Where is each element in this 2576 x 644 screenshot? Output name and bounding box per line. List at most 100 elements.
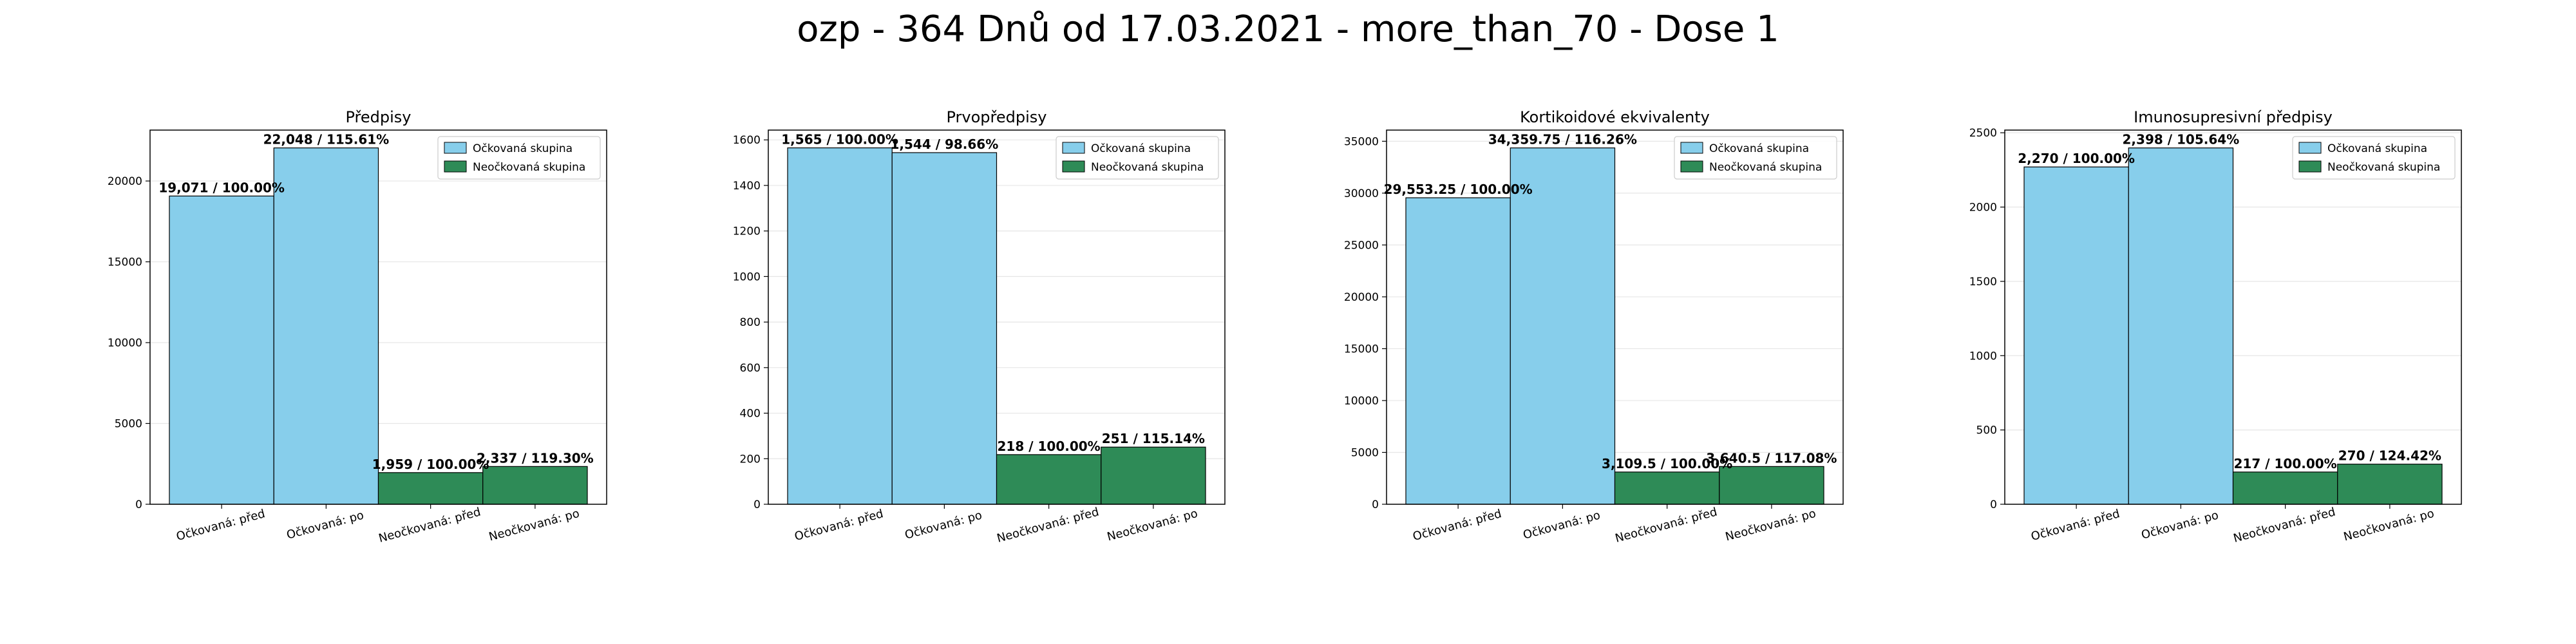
legend-box: [2292, 136, 2456, 180]
y-tick-label: 30000: [1344, 187, 1379, 200]
legend-label-unvaccinated: Neočkovaná skupina: [1091, 161, 1204, 174]
y-tick-label: 20000: [108, 175, 142, 188]
legend-label-unvaccinated: Neočkovaná skupina: [2327, 161, 2440, 174]
y-tick-label: 2000: [1969, 202, 1997, 214]
x-tick-label: Neočkovaná: před: [996, 505, 1101, 545]
x-tick-label: Očkovaná: před: [1412, 507, 1503, 544]
legend-box: [437, 136, 601, 180]
x-tick-label: Neočkovaná: před: [2232, 505, 2337, 545]
bar: [2023, 166, 2129, 505]
data-label: 2,398 / 105.64%: [2123, 132, 2240, 147]
y-tick-label: 0: [135, 498, 142, 511]
bar: [1405, 197, 1511, 505]
chart-panel-kortikoidove-ekvivalenty: Kortikoidové ekvivalenty 29,553.25 / 100.…: [1344, 108, 1844, 545]
x-tick-label: Neočkovaná: po: [1106, 507, 1199, 544]
legend-box: [1674, 136, 1837, 180]
chart-title: Předpisy: [346, 108, 412, 126]
y-tick-label: 35000: [1344, 135, 1379, 148]
chart-title: Prvopředpisy: [947, 108, 1047, 126]
chart-title: Kortikoidové ekvivalenty: [1520, 108, 1710, 126]
y-tick-label: 1000: [733, 270, 761, 283]
y-tick-label: 10000: [1344, 395, 1379, 408]
x-tick-label: Očkovaná: před: [793, 507, 885, 544]
axes-frame: [1386, 129, 1844, 505]
axes-frame: [2004, 129, 2462, 505]
y-tick-label: 20000: [1344, 291, 1379, 304]
y-tick-label: 200: [740, 453, 761, 466]
x-tick-label: Neočkovaná: po: [1724, 507, 1817, 544]
legend-label-vaccinated: Očkovaná skupina: [473, 142, 573, 155]
legend-label-vaccinated: Očkovaná skupina: [2327, 142, 2427, 155]
legend-label-unvaccinated: Neočkovaná skupina: [1709, 161, 1822, 174]
chart-panel-prvopredpisy: Prvopředpisy 1,565 / 100.00%1,544 / 98.66…: [733, 108, 1226, 545]
bar: [2232, 471, 2338, 505]
legend-swatch-vaccinated: [2298, 142, 2322, 154]
y-tick-label: 500: [1976, 424, 1997, 437]
legend-swatch-vaccinated: [1680, 142, 1703, 154]
data-label: 1,959 / 100.00%: [372, 457, 489, 472]
axes-frame: [768, 129, 1226, 505]
data-label: 1,544 / 98.66%: [890, 137, 998, 152]
y-tick-label: 2500: [1969, 127, 1997, 140]
bar: [891, 152, 998, 505]
bar: [1101, 446, 1206, 505]
bar: [1510, 147, 1616, 505]
legend-swatch-unvaccinated: [2298, 160, 2322, 173]
y-tick-label: 5000: [115, 418, 142, 431]
x-tick-label: Neočkovaná: před: [377, 505, 482, 545]
bar: [2337, 464, 2443, 505]
data-label: 2,270 / 100.00%: [2018, 151, 2135, 166]
y-tick-label: 1500: [1969, 276, 1997, 289]
data-label: 2,337 / 119.30%: [477, 450, 594, 466]
legend-label-vaccinated: Očkovaná skupina: [1709, 142, 1809, 155]
y-tick-label: 800: [740, 316, 761, 329]
x-tick-label: Očkovaná: po: [1522, 509, 1602, 542]
y-tick-label: 0: [1372, 498, 1379, 511]
legend-swatch-unvaccinated: [444, 160, 467, 173]
bar: [169, 195, 274, 505]
y-tick-label: 1000: [1969, 350, 1997, 363]
legend-swatch-unvaccinated: [1062, 160, 1085, 173]
y-tick-label: 15000: [1344, 343, 1379, 355]
data-label: 251 / 115.14%: [1102, 431, 1205, 446]
x-tick-label: Očkovaná: před: [175, 507, 267, 544]
bar: [273, 147, 379, 505]
bar: [1614, 471, 1720, 505]
y-tick-label: 1200: [733, 225, 761, 238]
y-tick-label: 10000: [108, 337, 142, 350]
bar: [2128, 147, 2234, 505]
legend-box: [1056, 136, 1219, 180]
data-label: 3,640.5 / 117.08%: [1706, 450, 1837, 466]
chart-title: Imunosupresivní předpisy: [2134, 108, 2333, 126]
x-tick-label: Očkovaná: po: [2140, 509, 2220, 542]
x-tick-label: Neočkovaná: po: [2342, 507, 2436, 544]
legend-swatch-vaccinated: [444, 142, 467, 154]
y-tick-label: 1400: [733, 180, 761, 193]
data-label: 34,359.75 / 116.26%: [1488, 132, 1637, 147]
bar: [996, 454, 1102, 505]
legend-swatch-unvaccinated: [1680, 160, 1703, 173]
x-tick-label: Očkovaná: před: [2030, 507, 2121, 544]
legend-label-unvaccinated: Neočkovaná skupina: [473, 161, 585, 174]
x-tick-label: Očkovaná: po: [904, 509, 983, 542]
bar: [787, 147, 893, 505]
y-tick-label: 15000: [108, 256, 142, 269]
y-tick-label: 1600: [733, 134, 761, 147]
legend-label-vaccinated: Očkovaná skupina: [1091, 142, 1191, 155]
y-tick-label: 0: [753, 498, 761, 511]
y-tick-label: 25000: [1344, 239, 1379, 252]
data-label: 3,109.5 / 100.00%: [1602, 456, 1732, 471]
legend-swatch-vaccinated: [1062, 142, 1085, 154]
y-tick-label: 400: [740, 408, 761, 421]
chart-panel-imunosupresivni-predpisy: Imunosupresivní předpisy 2,270 / 100.00% 2…: [1969, 108, 2462, 545]
figure-title: ozp - 364 Dnů od 17.03.2021 - more_than_…: [797, 8, 1779, 50]
chart-panel-predpisy: Předpisy 19,071 / 100.00% 22,048 / 115.61%…: [108, 108, 607, 545]
data-label: 270 / 124.42%: [2338, 448, 2441, 464]
y-tick-label: 0: [1990, 498, 1997, 511]
bar: [377, 472, 484, 505]
x-tick-label: Neočkovaná: před: [1614, 505, 1719, 545]
y-tick-label: 5000: [1351, 446, 1379, 459]
axes-frame: [149, 129, 607, 505]
data-label: 218 / 100.00%: [998, 439, 1101, 454]
x-tick-label: Neočkovaná: po: [488, 507, 581, 544]
